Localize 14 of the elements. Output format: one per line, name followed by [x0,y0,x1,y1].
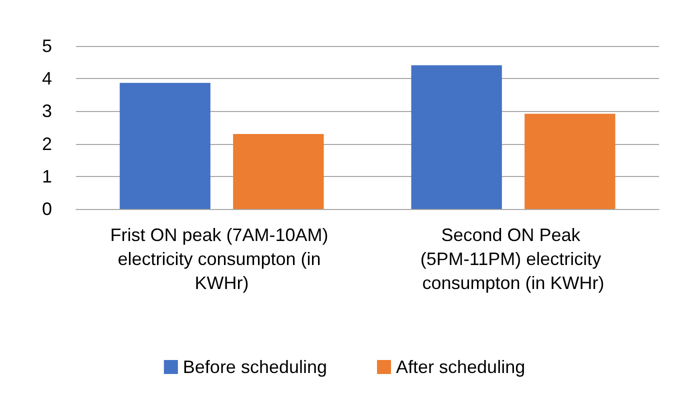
y-tick-label: 3 [42,101,52,122]
bar [233,134,324,209]
legend-label: After scheduling [396,357,526,377]
y-tick-label: 5 [42,36,52,56]
y-tick-label: 4 [42,68,52,89]
y-tick-label: 2 [42,134,52,154]
bar [411,65,502,209]
x-tick-label: Second ON Peak (5PM-11PM) electricity consumpton (in KWHr) [420,225,606,293]
legend-label: Before scheduling [182,357,328,377]
y-tick-label: 1 [42,166,52,186]
x-tick-label: Frist ON peak (7AM-10AM) electricity consumpton (in KWHr) [110,225,334,293]
bar [524,114,616,209]
y-tick-label: 0 [42,199,52,219]
bar [120,82,210,209]
